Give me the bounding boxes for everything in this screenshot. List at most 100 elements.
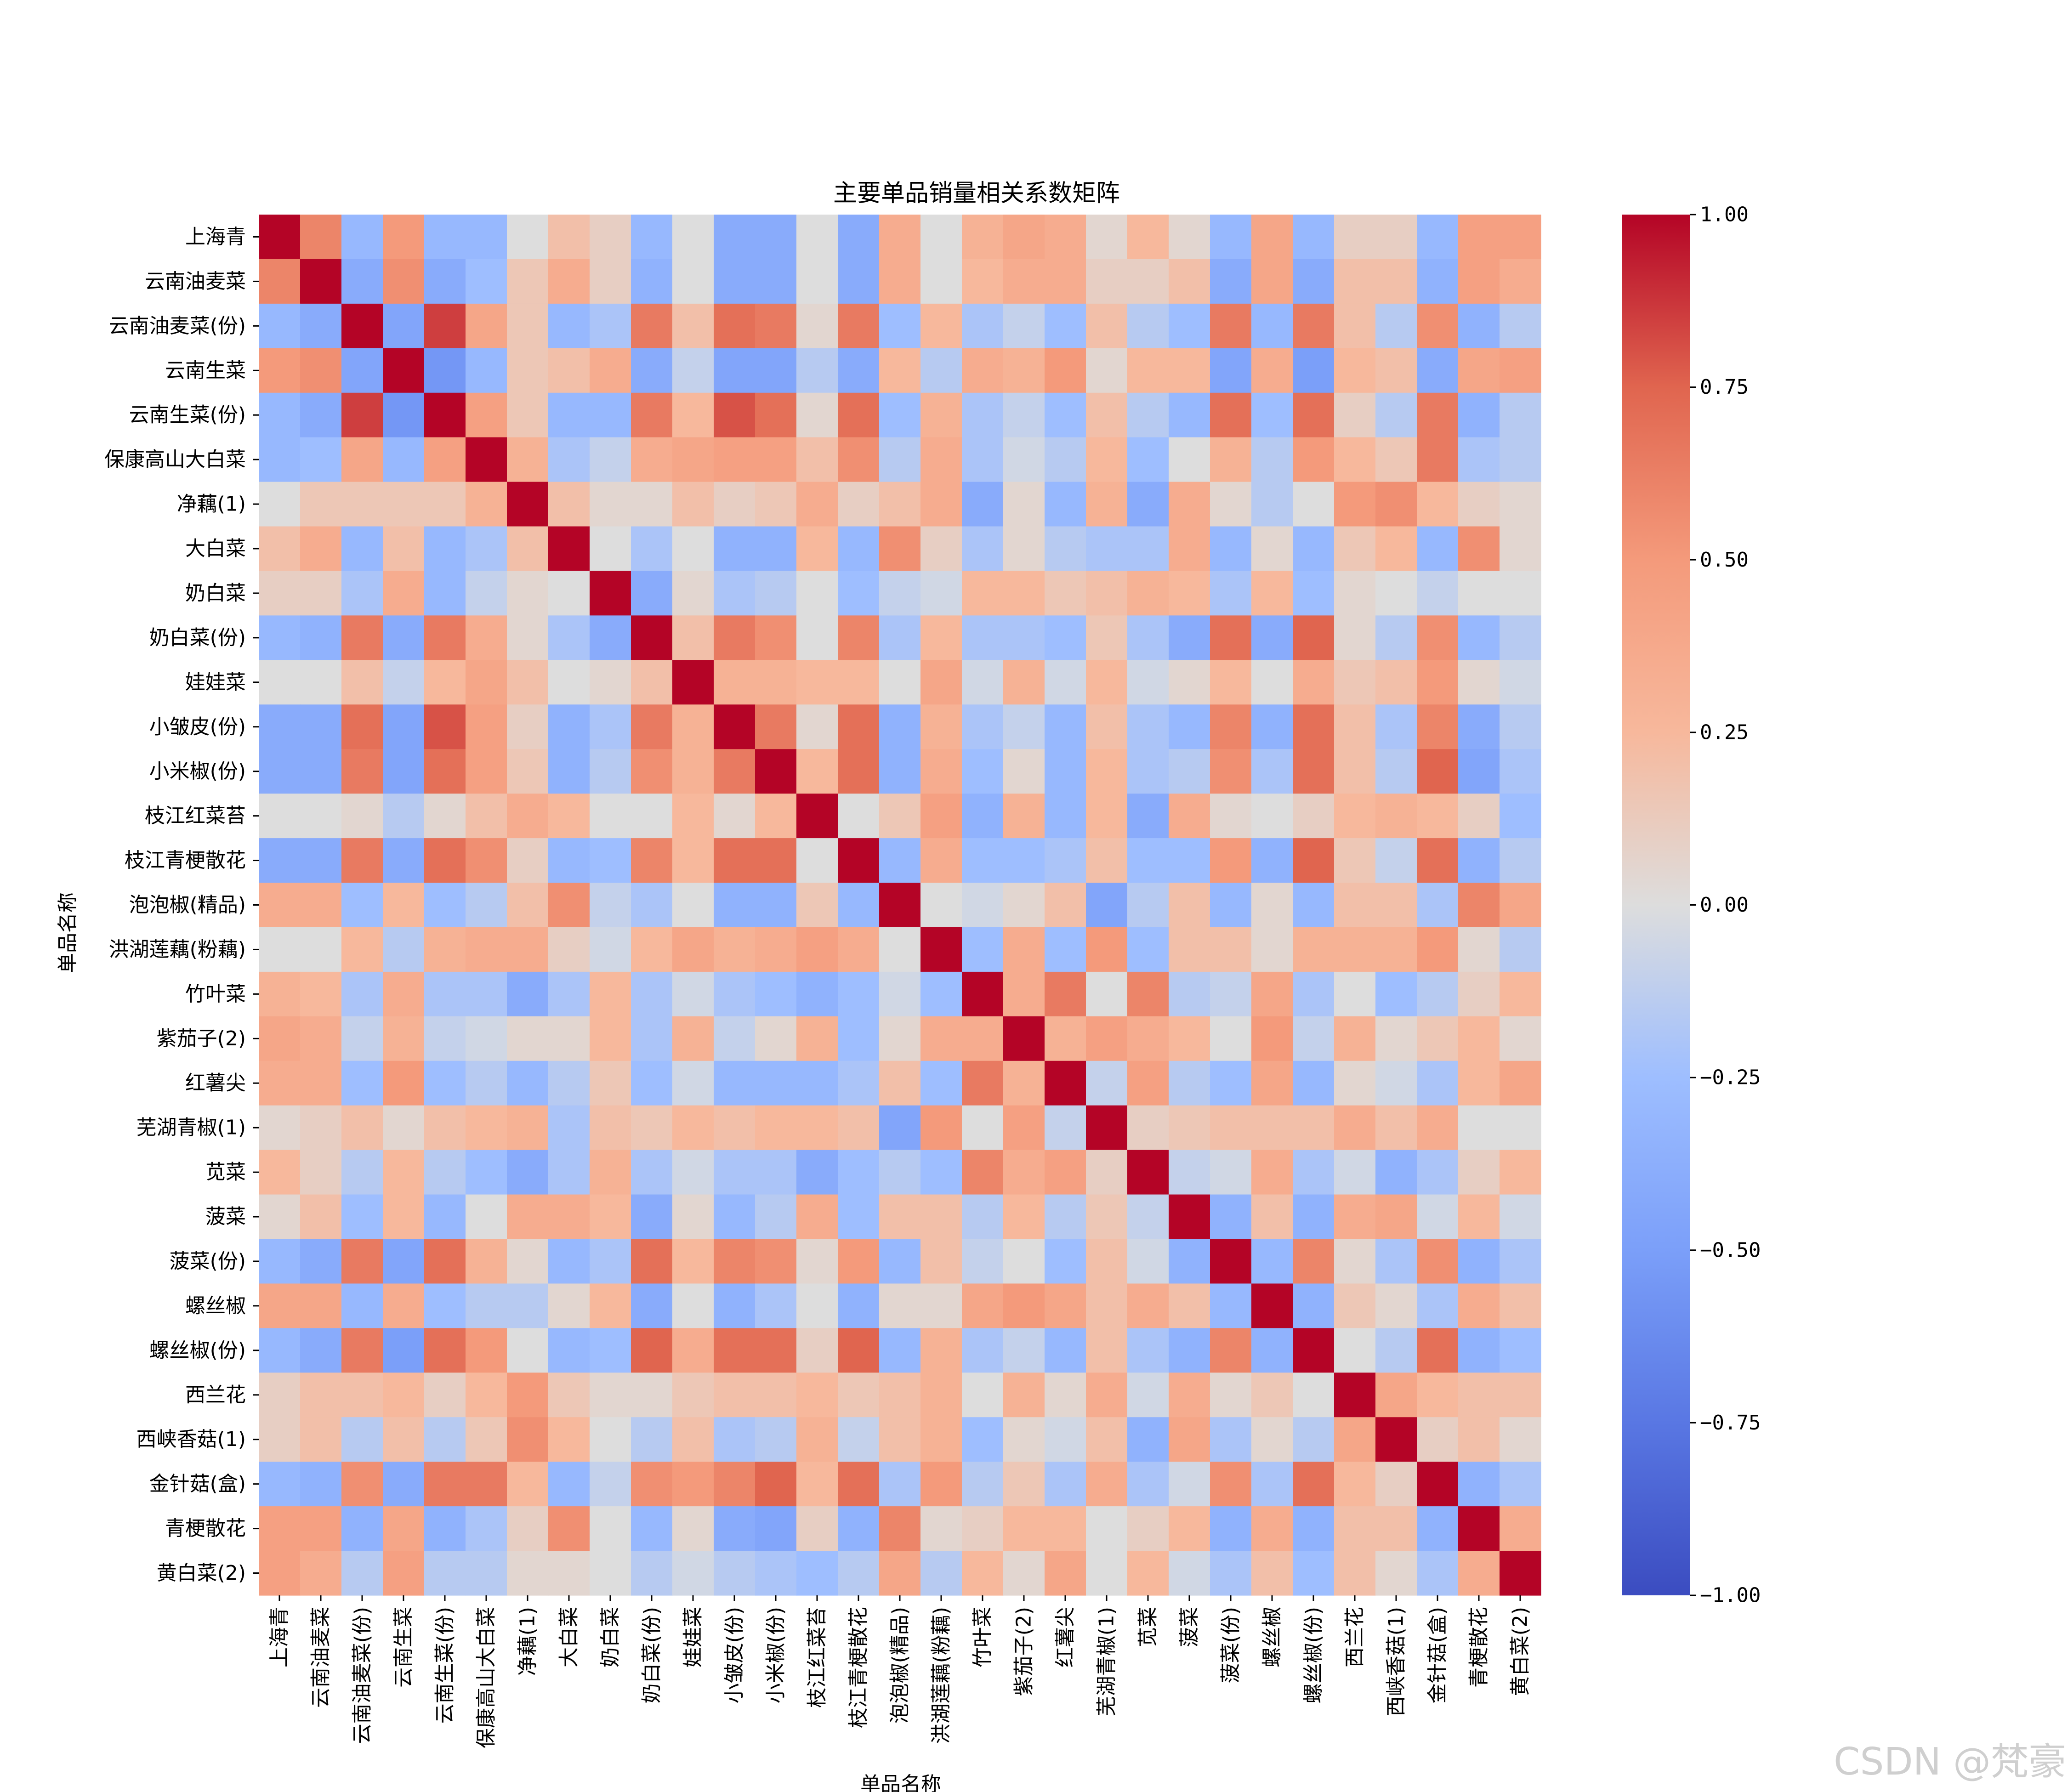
- heatmap-cell: [1293, 1506, 1335, 1551]
- heatmap-cell: [1045, 1506, 1086, 1551]
- heatmap-cell: [383, 1506, 425, 1551]
- heatmap-cell: [1169, 437, 1210, 482]
- heatmap-cell: [548, 348, 590, 393]
- heatmap-cell: [1045, 392, 1086, 438]
- heatmap-cell: [548, 1060, 590, 1106]
- heatmap-cell: [259, 1194, 301, 1240]
- heatmap-cell: [1417, 1551, 1459, 1596]
- x-tick-label: 螺丝椒(份): [1302, 1607, 1325, 1703]
- heatmap-cell: [259, 838, 301, 883]
- heatmap-cell: [1045, 1239, 1086, 1284]
- heatmap-cell: [1169, 660, 1210, 705]
- heatmap-cell: [879, 1016, 921, 1061]
- heatmap-cell: [1334, 1283, 1376, 1328]
- heatmap-cell: [300, 838, 342, 883]
- heatmap-cell: [548, 883, 590, 928]
- heatmap-cell: [1458, 971, 1500, 1017]
- heatmap-cell: [631, 883, 673, 928]
- heatmap-cell: [424, 1016, 466, 1061]
- heatmap-cell: [1458, 348, 1500, 393]
- heatmap-cell: [1169, 1551, 1210, 1596]
- heatmap-cell: [1293, 571, 1335, 616]
- heatmap-cell: [879, 838, 921, 883]
- heatmap-cell: [1210, 1194, 1252, 1240]
- x-tick-label: 枝江青梗散花: [847, 1607, 870, 1728]
- heatmap-cell: [796, 392, 838, 438]
- heatmap-cell: [1003, 615, 1045, 660]
- heatmap-cell: [466, 1372, 507, 1418]
- heatmap-cell: [631, 971, 673, 1017]
- heatmap-cell: [548, 615, 590, 660]
- heatmap-cell: [714, 1417, 756, 1462]
- y-tick-label: 金针菇(盒): [149, 1472, 246, 1496]
- heatmap-cell: [755, 259, 797, 304]
- heatmap-cell: [1500, 1506, 1541, 1551]
- heatmap-cell: [1251, 971, 1293, 1017]
- heatmap-cell: [631, 392, 673, 438]
- heatmap-cell: [631, 482, 673, 527]
- heatmap-cell: [1086, 482, 1128, 527]
- heatmap-cell: [1210, 482, 1252, 527]
- heatmap-cell: [1127, 838, 1169, 883]
- heatmap-cell: [300, 704, 342, 749]
- heatmap-cell: [962, 1105, 1004, 1151]
- heatmap-cell: [466, 1506, 507, 1551]
- heatmap-cell: [1003, 1016, 1045, 1061]
- heatmap-cell: [672, 1060, 714, 1106]
- heatmap-cell: [879, 1417, 921, 1462]
- heatmap-cell: [962, 482, 1004, 527]
- heatmap-cell: [383, 259, 425, 304]
- heatmap-cell: [300, 1551, 342, 1596]
- heatmap-cell: [879, 1551, 921, 1596]
- colorbar-tick-label: −0.75: [1700, 1411, 1761, 1435]
- heatmap-cell: [838, 927, 880, 972]
- heatmap-cell: [507, 704, 549, 749]
- heatmap-cell: [590, 927, 631, 972]
- heatmap-cell: [1375, 838, 1417, 883]
- y-tick-label: 枝江青梗散花: [125, 849, 246, 872]
- y-tick-label: 黄白菜(2): [157, 1561, 246, 1585]
- heatmap-cell: [1334, 883, 1376, 928]
- heatmap-cell: [879, 437, 921, 482]
- heatmap-cell: [1086, 437, 1128, 482]
- heatmap-cell: [631, 1417, 673, 1462]
- heatmap-cell: [1417, 437, 1459, 482]
- heatmap-cell: [1169, 1283, 1210, 1328]
- heatmap-cell: [962, 615, 1004, 660]
- heatmap-cell: [259, 1417, 301, 1462]
- heatmap-cell: [1045, 303, 1086, 349]
- heatmap-cell: [424, 303, 466, 349]
- heatmap-cell: [714, 215, 756, 260]
- heatmap-cell: [1003, 971, 1045, 1017]
- colorbar-tick-label: 0.00: [1700, 893, 1749, 917]
- heatmap-cell: [1251, 1417, 1293, 1462]
- heatmap-cell: [1293, 883, 1335, 928]
- heatmap-cell: [838, 1105, 880, 1151]
- heatmap-cell: [341, 749, 383, 794]
- x-tick-label: 云南油麦菜: [309, 1607, 333, 1708]
- heatmap-cell: [755, 1417, 797, 1462]
- heatmap-cell: [631, 1328, 673, 1373]
- heatmap-cell: [1086, 927, 1128, 972]
- heatmap-cell: [672, 1105, 714, 1151]
- heatmap-cell: [259, 883, 301, 928]
- heatmap-cells: [259, 215, 1541, 1596]
- heatmap-cell: [631, 927, 673, 972]
- heatmap-cell: [1003, 749, 1045, 794]
- y-tick-label: 红薯尖: [185, 1072, 246, 1095]
- heatmap-cell: [1375, 437, 1417, 482]
- heatmap-cell: [1458, 526, 1500, 572]
- heatmap-cell: [1375, 1372, 1417, 1418]
- heatmap-cell: [341, 259, 383, 304]
- heatmap-cell: [1334, 1060, 1376, 1106]
- heatmap-cell: [383, 1150, 425, 1195]
- heatmap-cell: [548, 571, 590, 616]
- heatmap-cell: [796, 749, 838, 794]
- heatmap-cell: [1127, 1283, 1169, 1328]
- heatmap-cell: [590, 660, 631, 705]
- heatmap-cell: [1334, 259, 1376, 304]
- heatmap-cell: [259, 392, 301, 438]
- heatmap-cell: [548, 392, 590, 438]
- heatmap-cell: [507, 615, 549, 660]
